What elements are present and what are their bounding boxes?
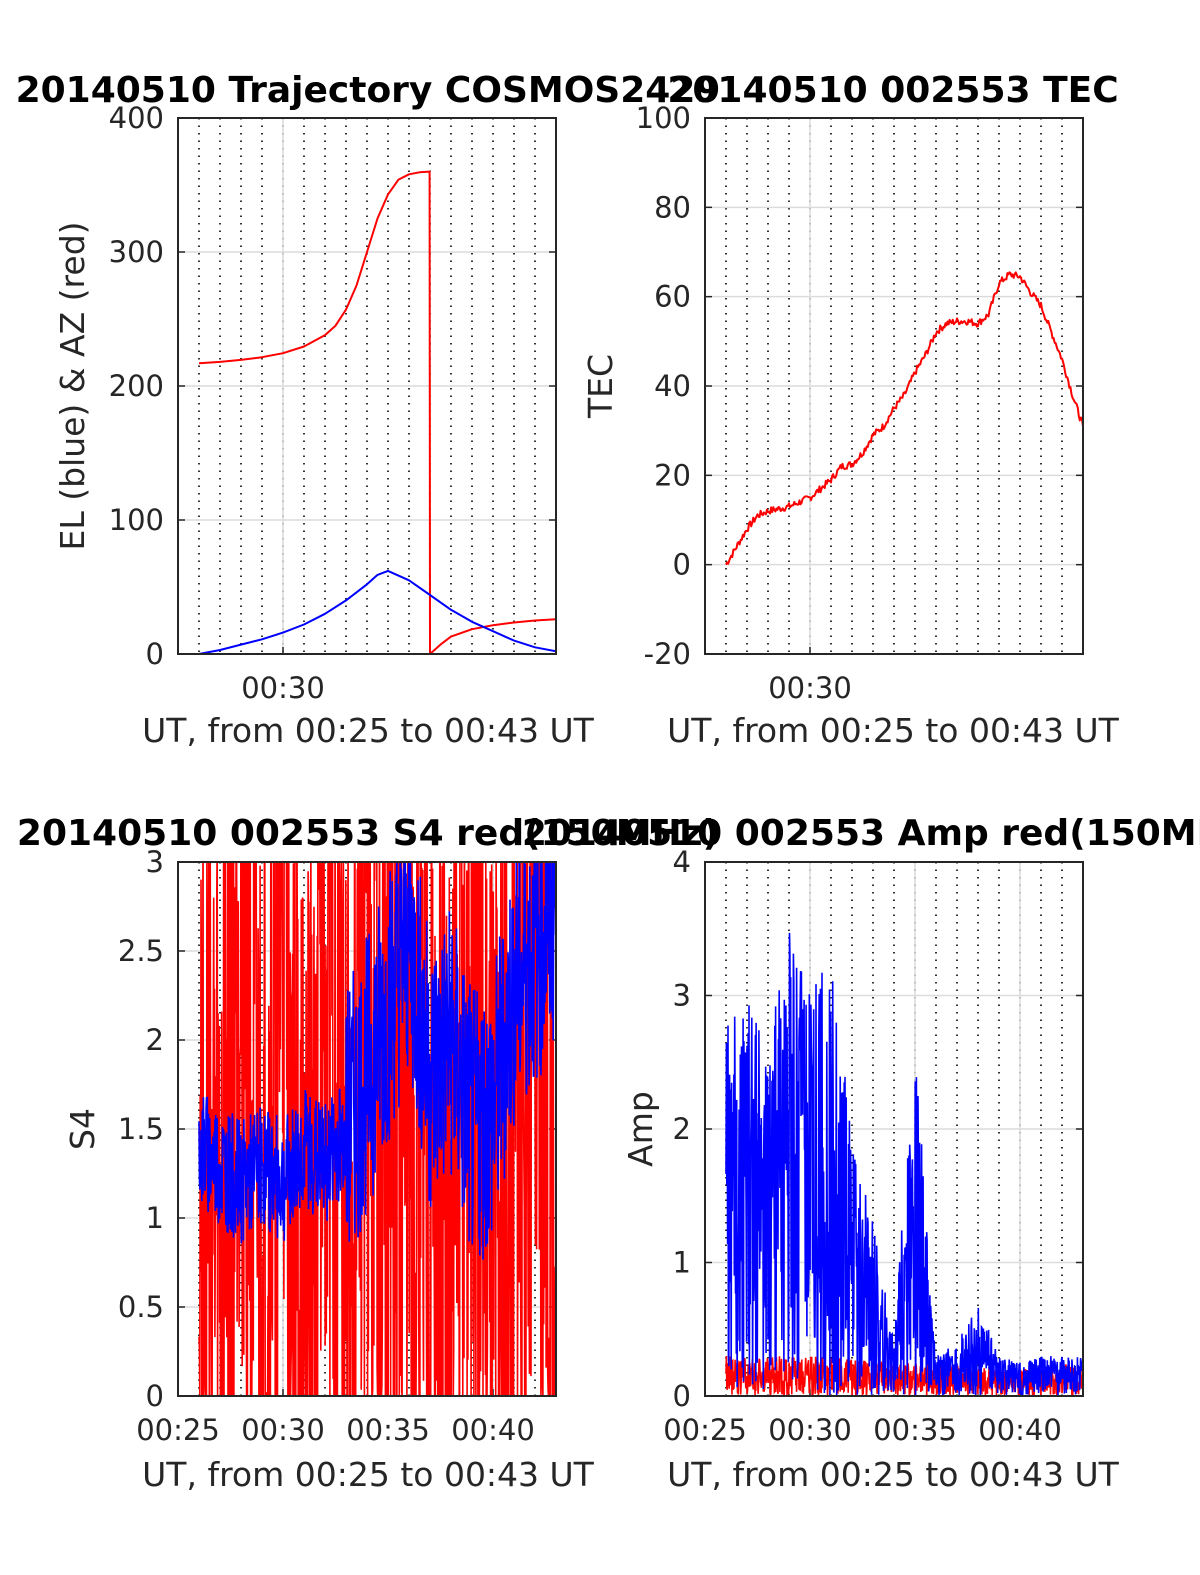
panel-amp-xlabel: UT, from 00:25 to 00:43 UT [667,1455,1120,1494]
panel-amp: 20140510 002553 Amp red(150MHz) Amp UT, … [522,813,1200,1494]
y-tick-label: 60 [654,280,691,314]
panel-amp-ylabel: Amp [621,1091,660,1167]
x-tick-label: 00:25 [136,1413,220,1447]
y-tick-label: 3 [146,845,164,879]
panel-trajectory-ticks: 0 100 200 300 400 00:30 [109,101,556,705]
y-tick-label: 2 [146,1023,164,1057]
y-tick-label: 100 [636,101,691,135]
x-tick-label: 00:30 [241,1413,325,1447]
x-tick-label: 00:40 [978,1413,1062,1447]
panel-tec-xlabel: UT, from 00:25 to 00:43 UT [667,711,1120,750]
panel-tec-series [725,271,1083,566]
y-tick-label: 400 [109,101,164,135]
y-tick-label: 100 [109,503,164,537]
y-tick-label: 0 [146,1379,164,1413]
series-line [725,932,1083,1396]
y-tick-label: 0 [673,548,691,582]
panel-s4-series [198,862,556,1396]
panel-trajectory-title: 20140510 Trajectory COSMOS2429 [16,70,721,111]
panel-tec-title: 20140510 002553 TEC [667,70,1118,111]
panel-tec-ylabel: TEC [581,354,620,419]
series-line [198,569,556,654]
y-tick-label: 0.5 [118,1290,164,1324]
y-tick-label: -20 [644,637,691,671]
y-tick-label: 1 [146,1201,164,1235]
panel-s4-ylabel: S4 [63,1108,102,1150]
y-tick-label: 80 [654,190,691,224]
series-line [198,170,556,654]
y-tick-label: 0 [146,637,164,671]
panel-amp-series [725,928,1083,1396]
y-tick-label: 3 [673,979,691,1013]
y-tick-label: 4 [673,845,691,879]
panel-trajectory-axes [177,117,557,655]
panel-trajectory: 20140510 Trajectory COSMOS2429 EL (blue)… [16,70,721,750]
series-line [725,271,1083,566]
x-tick-label: 00:30 [768,671,852,705]
y-tick-label: 20 [654,458,691,492]
panel-s4-xlabel: UT, from 00:25 to 00:43 UT [142,1455,595,1494]
x-tick-label: 00:40 [451,1413,535,1447]
panel-tec-ticks: -20 0 20 40 60 80 100 00:30 [636,101,1083,705]
panel-trajectory-xlabel: UT, from 00:25 to 00:43 UT [142,711,595,750]
panel-s4-title: 20140510 002553 S4 red(150MHz) [17,813,719,854]
y-tick-label: 2 [673,1112,691,1146]
y-tick-label: 1.5 [118,1112,164,1146]
panel-tec: 20140510 002553 TEC TEC UT, from 00:25 t… [581,70,1120,750]
panel-amp-title: 20140510 002553 Amp red(150MHz) [522,813,1200,854]
x-tick-label: 00:25 [663,1413,747,1447]
y-tick-label: 200 [109,369,164,403]
y-tick-label: 1 [673,1246,691,1280]
y-tick-label: 40 [654,369,691,403]
panel-trajectory-ylabel: EL (blue) & AZ (red) [53,221,92,550]
x-tick-label: 00:30 [768,1413,852,1447]
x-tick-label: 00:35 [346,1413,430,1447]
panel-s4-ticks: 0 0.5 1 1.5 2 2.5 3 00:25 00:30 00:35 00:40 [118,845,556,1447]
y-tick-label: 0 [673,1379,691,1413]
x-tick-label: 00:30 [241,671,325,705]
panel-amp-axes [704,861,1084,1397]
y-tick-label: 300 [109,235,164,269]
panel-tec-axes [704,117,1084,655]
panel-s4-axes [177,861,557,1397]
y-tick-label: 2.5 [118,934,164,968]
x-tick-label: 00:35 [873,1413,957,1447]
panel-s4: 20140510 002553 S4 red(150MHz) S4 UT, fr… [17,813,719,1494]
series-line [198,862,556,1260]
